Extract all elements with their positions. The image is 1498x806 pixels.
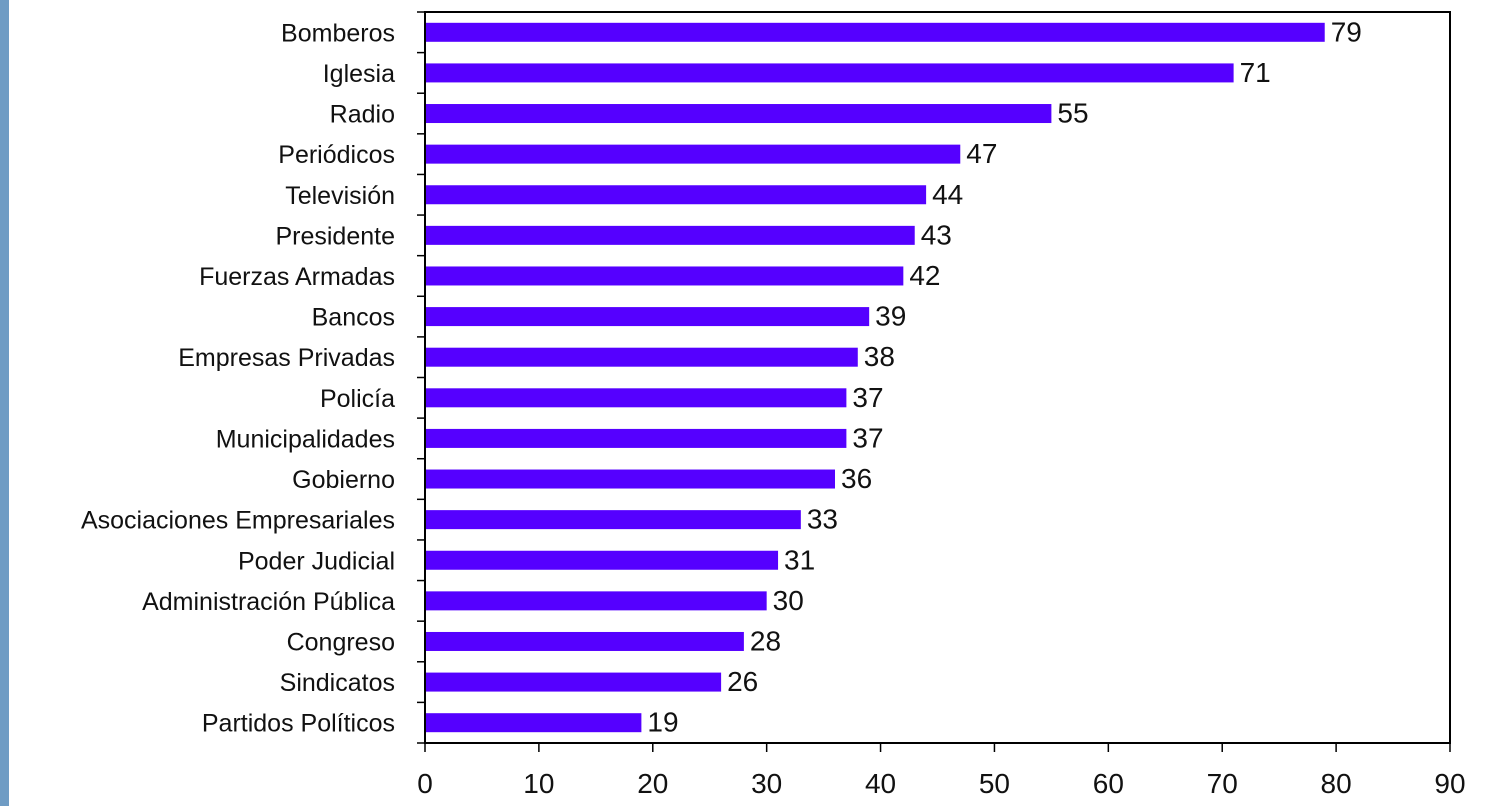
category-label: Sindicatos (280, 669, 395, 697)
bar (426, 347, 858, 367)
bar (426, 591, 767, 611)
bar (426, 713, 642, 733)
category-label: Fuerzas Armadas (199, 263, 395, 291)
bar (426, 469, 835, 489)
value-label: 26 (727, 666, 758, 697)
bar (426, 388, 847, 408)
bar (426, 185, 927, 205)
category-label: Periódicos (278, 141, 395, 169)
value-label: 42 (909, 260, 940, 291)
category-label: Empresas Privadas (178, 344, 395, 372)
value-label: 30 (773, 585, 804, 616)
value-label: 43 (921, 219, 952, 250)
value-label: 19 (647, 707, 678, 738)
value-label: 37 (852, 382, 883, 413)
value-label: 47 (966, 138, 997, 169)
value-label: 33 (807, 504, 838, 535)
value-label: 28 (750, 625, 781, 656)
category-label: Bomberos (281, 19, 395, 47)
value-label: 79 (1331, 16, 1362, 47)
x-tick-label: 20 (637, 768, 668, 799)
bar (426, 631, 744, 651)
x-tick-label: 70 (1207, 768, 1238, 799)
category-label: Asociaciones Empresariales (81, 507, 395, 535)
x-tick-label: 90 (1434, 768, 1465, 799)
category-label: Policía (320, 385, 395, 413)
x-tick-label: 30 (751, 768, 782, 799)
bar (426, 144, 961, 164)
category-label: Poder Judicial (238, 547, 395, 575)
bar (426, 63, 1234, 83)
x-tick-label: 10 (523, 768, 554, 799)
value-label: 38 (864, 341, 895, 372)
value-label: 44 (932, 179, 963, 210)
x-tick-label: 40 (865, 768, 896, 799)
bar (426, 104, 1052, 124)
bar (426, 510, 801, 530)
x-tick-label: 60 (1093, 768, 1124, 799)
x-tick-label: 50 (979, 768, 1010, 799)
category-label: Gobierno (292, 466, 395, 494)
category-label: Municipalidades (216, 425, 395, 453)
bar (426, 22, 1325, 42)
category-label: Congreso (287, 628, 395, 656)
bar (426, 266, 904, 286)
category-label: Administración Pública (142, 588, 395, 616)
value-label: 71 (1240, 57, 1271, 88)
left-decorative-stripe (0, 0, 9, 806)
category-label: Radio (330, 101, 395, 129)
bar (426, 225, 915, 245)
x-tick-label: 0 (417, 768, 433, 799)
value-label: 36 (841, 463, 872, 494)
bar (426, 428, 847, 448)
bar (426, 672, 722, 692)
category-label: Iglesia (323, 60, 395, 88)
x-tick-label: 80 (1321, 768, 1352, 799)
category-label: Bancos (312, 304, 395, 332)
bar (426, 550, 779, 570)
category-label: Partidos Políticos (202, 710, 395, 738)
value-label: 31 (784, 544, 815, 575)
value-label: 55 (1057, 98, 1088, 129)
bar (426, 307, 870, 327)
category-label: Televisión (285, 182, 395, 210)
category-label: Presidente (275, 222, 395, 250)
value-label: 39 (875, 301, 906, 332)
value-label: 37 (852, 422, 883, 453)
